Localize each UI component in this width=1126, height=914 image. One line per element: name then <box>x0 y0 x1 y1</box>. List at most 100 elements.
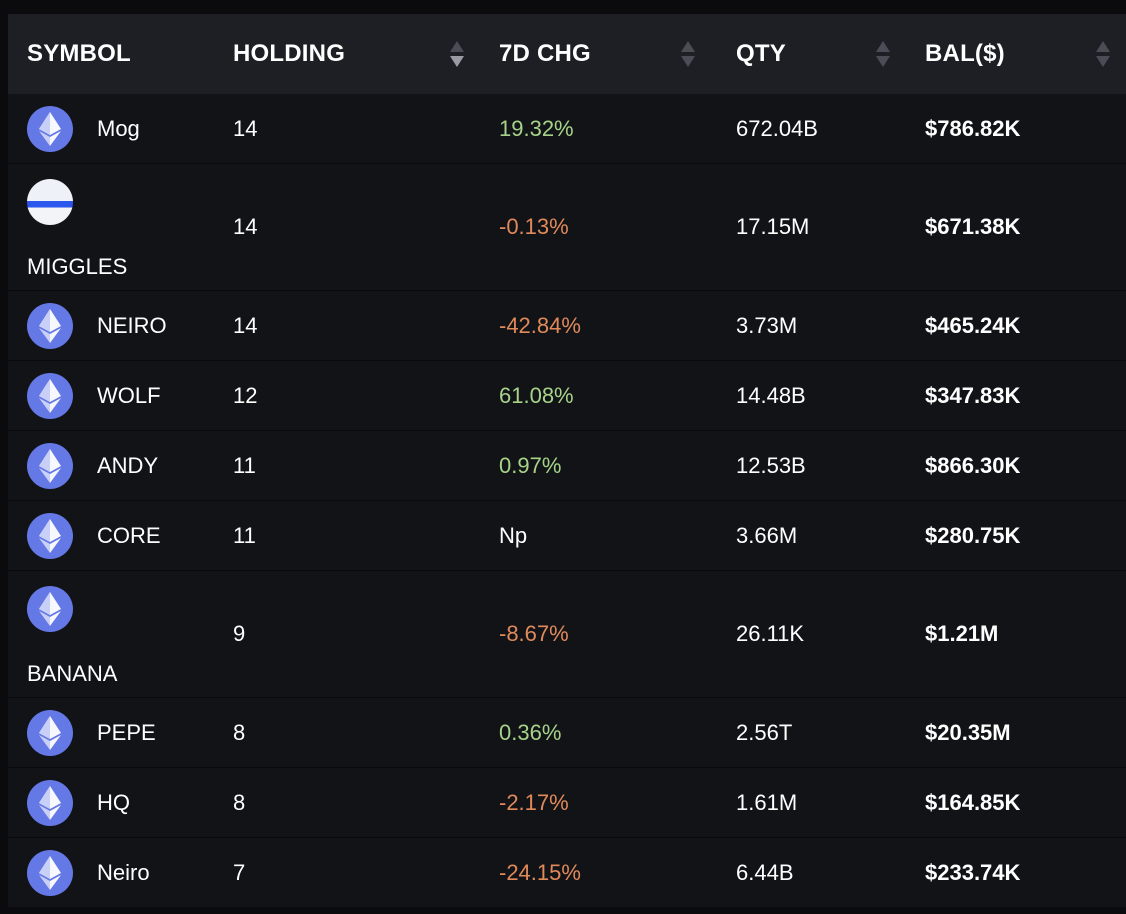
balance-cell: $465.24K <box>925 312 1021 338</box>
symbol-name: HQ <box>97 789 130 815</box>
quantity-cell: 3.66M <box>736 522 798 548</box>
quantity-cell: 26.11K <box>736 621 805 646</box>
sort-arrows-icon[interactable] <box>876 38 890 70</box>
holding-cell: 14 <box>233 312 258 338</box>
change-7d-cell: -0.13% <box>499 214 569 239</box>
balance-cell: $20.35M <box>925 719 1011 745</box>
miggles-token-icon <box>27 179 73 225</box>
change-7d-cell: 61.08% <box>499 382 574 408</box>
symbol-name: ANDY <box>97 452 159 478</box>
change-7d-cell: -42.84% <box>499 312 581 338</box>
change-7d-cell: -8.67% <box>499 621 569 646</box>
symbol-name: MIGGLES <box>27 254 128 279</box>
quantity-cell: 14.48B <box>736 382 806 408</box>
ethereum-icon <box>27 779 73 826</box>
balance-cell: $786.82K <box>925 115 1021 141</box>
ethereum-icon <box>27 586 73 632</box>
balance-cell: $280.75K <box>925 522 1021 548</box>
balance-cell: $347.83K <box>925 382 1021 408</box>
change-7d-cell: Np <box>499 522 528 548</box>
sort-arrows-icon[interactable] <box>450 38 464 70</box>
sort-arrows-icon[interactable] <box>1096 38 1110 70</box>
column-header-qty-label: QTY <box>736 40 786 67</box>
sort-arrows-icon[interactable] <box>681 38 695 70</box>
symbol-wrapper: ANDY <box>8 431 214 500</box>
table-row[interactable]: HQ 8 -2.17% 1.61M $164.85K <box>8 767 1126 838</box>
symbol-cell: PEPE <box>8 698 214 768</box>
ethereum-icon <box>27 442 73 489</box>
ethereum-icon <box>27 105 73 152</box>
change-7d-cell: 0.36% <box>499 719 562 745</box>
symbol-name: NEIRO <box>97 312 167 338</box>
table-row[interactable]: CORE 11 Np 3.66M $280.75K <box>8 500 1126 571</box>
symbol-name: CORE <box>97 522 161 548</box>
symbol-name: Neiro <box>97 859 150 885</box>
symbol-wrapper: Mog <box>8 94 214 163</box>
column-header-7d-chg[interactable]: 7D CHG <box>480 14 717 94</box>
quantity-cell: 1.61M <box>736 789 798 815</box>
table-body: Mog 14 19.32% 672.04B $786.82K MIGGLES 14 -0.13… <box>8 94 1126 907</box>
symbol-cell: WOLF <box>8 361 214 431</box>
holding-cell: 9 <box>233 621 246 646</box>
balance-cell: $164.85K <box>925 789 1021 815</box>
symbol-cell: Neiro <box>8 838 214 908</box>
quantity-cell: 3.73M <box>736 312 798 338</box>
table-row[interactable]: WOLF 12 61.08% 14.48B $347.83K <box>8 360 1126 431</box>
symbol-cell: CORE <box>8 501 214 571</box>
column-header-balance[interactable]: BAL($) <box>906 14 1126 94</box>
ethereum-icon <box>27 709 73 756</box>
holding-cell: 11 <box>233 452 256 478</box>
quantity-cell: 17.15M <box>736 214 810 239</box>
holdings-table: SYMBOL HOLDING 7D CHG QTY BAL($) <box>8 14 1126 907</box>
header-row: SYMBOL HOLDING 7D CHG QTY BAL($) <box>8 14 1126 94</box>
ethereum-icon <box>27 512 73 559</box>
change-7d-cell: -24.15% <box>499 859 581 885</box>
quantity-cell: 672.04B <box>736 115 818 141</box>
column-header-7d-chg-label: 7D CHG <box>499 40 591 67</box>
symbol-cell: BANANA <box>8 571 214 698</box>
symbol-name: PEPE <box>97 719 156 745</box>
symbol-wrapper: Neiro <box>8 838 214 907</box>
symbol-wrapper: WOLF <box>8 361 214 430</box>
holding-cell: 7 <box>233 859 246 885</box>
symbol-wrapper: MIGGLES <box>8 164 214 290</box>
column-header-holding[interactable]: HOLDING <box>214 14 480 94</box>
symbol-cell: Mog <box>8 94 214 164</box>
holding-cell: 8 <box>233 719 246 745</box>
symbol-wrapper: CORE <box>8 501 214 570</box>
symbol-cell: MIGGLES <box>8 164 214 291</box>
holding-cell: 11 <box>233 522 256 548</box>
table-row[interactable]: MIGGLES 14 -0.13% 17.15M $671.38K <box>8 163 1126 291</box>
symbol-cell: HQ <box>8 768 214 838</box>
ethereum-icon <box>27 302 73 349</box>
column-header-holding-label: HOLDING <box>233 40 346 67</box>
symbol-name: BANANA <box>27 661 118 686</box>
table-row[interactable]: ANDY 11 0.97% 12.53B $866.30K <box>8 430 1126 501</box>
symbol-name: WOLF <box>97 382 161 408</box>
holding-cell: 14 <box>233 115 258 141</box>
table-row[interactable]: Mog 14 19.32% 672.04B $786.82K <box>8 94 1126 164</box>
holding-cell: 8 <box>233 789 246 815</box>
ethereum-icon <box>27 849 73 896</box>
symbol-wrapper: HQ <box>8 768 214 837</box>
change-7d-cell: 0.97% <box>499 452 562 478</box>
ethereum-icon <box>27 372 73 419</box>
table-row[interactable]: PEPE 8 0.36% 2.56T $20.35M <box>8 697 1126 768</box>
table-row[interactable]: NEIRO 14 -42.84% 3.73M $465.24K <box>8 290 1126 361</box>
quantity-cell: 6.44B <box>736 859 794 885</box>
table-row[interactable]: BANANA 9 -8.67% 26.11K $1.21M <box>8 570 1126 698</box>
symbol-wrapper: PEPE <box>8 698 214 767</box>
symbol-wrapper: NEIRO <box>8 291 214 360</box>
change-7d-cell: -2.17% <box>499 789 569 815</box>
table-row[interactable]: Neiro 7 -24.15% 6.44B $233.74K <box>8 837 1126 908</box>
quantity-cell: 12.53B <box>736 452 806 478</box>
symbol-cell: ANDY <box>8 431 214 501</box>
holdings-table-container: SYMBOL HOLDING 7D CHG QTY BAL($) <box>8 14 1126 907</box>
symbol-wrapper: BANANA <box>8 571 214 697</box>
balance-cell: $1.21M <box>925 621 999 646</box>
balance-cell: $671.38K <box>925 214 1021 239</box>
balance-cell: $866.30K <box>925 452 1021 478</box>
balance-cell: $233.74K <box>925 859 1021 885</box>
quantity-cell: 2.56T <box>736 719 793 745</box>
column-header-qty[interactable]: QTY <box>717 14 906 94</box>
